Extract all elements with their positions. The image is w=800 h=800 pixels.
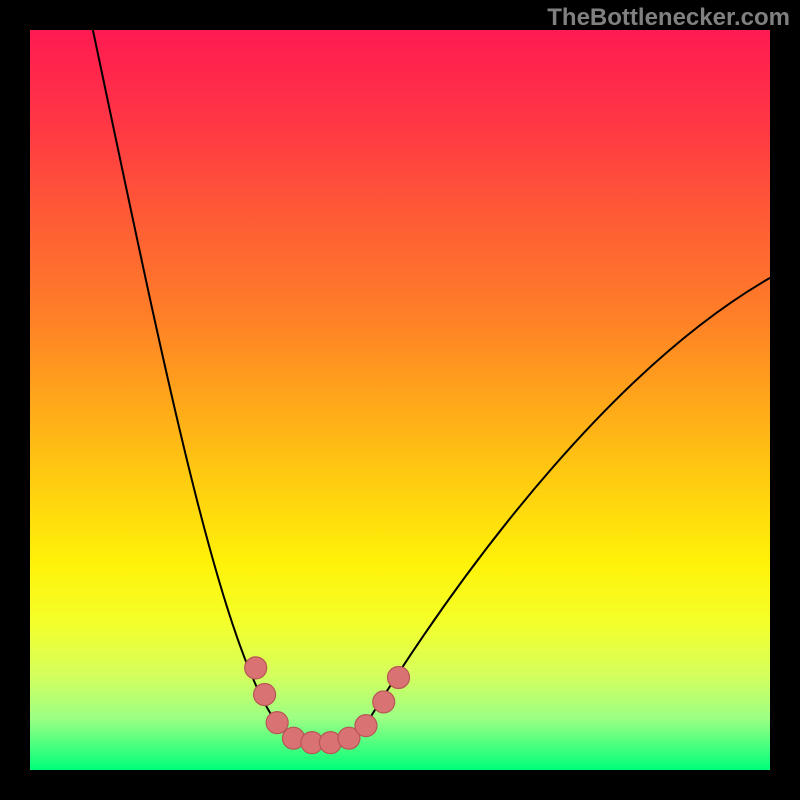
marker-point	[266, 712, 288, 734]
bottleneck-chart	[0, 0, 800, 800]
marker-point	[373, 691, 395, 713]
marker-point	[355, 715, 377, 737]
watermark-text: TheBottlenecker.com	[547, 4, 790, 32]
marker-point	[245, 657, 267, 679]
gradient-background	[30, 30, 770, 770]
marker-point	[254, 684, 276, 706]
marker-point	[388, 667, 410, 689]
